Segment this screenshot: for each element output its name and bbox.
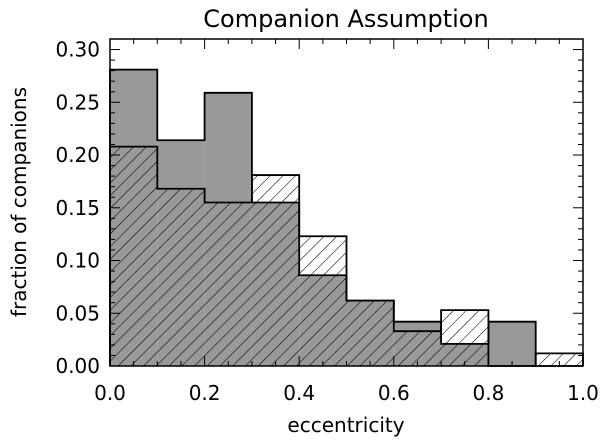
bar-series2-bin-6 bbox=[346, 300, 394, 366]
y-tick-label: 0.25 bbox=[55, 90, 100, 114]
y-tick-label: 0.20 bbox=[55, 143, 100, 167]
bar-series2-bin-3 bbox=[204, 202, 252, 366]
x-tick-label: 0.2 bbox=[189, 381, 221, 405]
bar-series2-bin-5 bbox=[299, 236, 347, 366]
ticks-layer: 0.0 0.2 0.4 0.6 0.8 1.0 0.00 0.05 0.10 0.15 0.20 0.… bbox=[55, 38, 598, 405]
y-axis-title: fraction of companions bbox=[7, 87, 31, 317]
bar-series1-bin-9 bbox=[488, 321, 536, 366]
x-tick-label: 0.0 bbox=[94, 381, 126, 405]
bar-series2-bin-1 bbox=[110, 146, 158, 366]
chart-title: Companion Assumption bbox=[203, 5, 488, 33]
bars-layer bbox=[109, 68, 584, 367]
x-tick-label: 0.4 bbox=[283, 381, 315, 405]
x-tick-label: 0.8 bbox=[472, 381, 504, 405]
x-axis-title: eccentricity bbox=[287, 413, 404, 437]
y-tick-label: 0.30 bbox=[55, 38, 100, 62]
bar-series2-bin-4 bbox=[251, 175, 300, 366]
y-tick-label: 0.05 bbox=[55, 301, 100, 325]
bar-series2-bin-8 bbox=[441, 310, 489, 366]
y-tick-label: 0.15 bbox=[55, 196, 100, 220]
y-tick-label: 0.10 bbox=[55, 249, 100, 273]
y-tick-label: 0.00 bbox=[55, 354, 100, 378]
x-tick-label: 0.6 bbox=[378, 381, 410, 405]
bar-series2-bin-10 bbox=[535, 353, 583, 366]
bar-series2-bin-2 bbox=[157, 188, 205, 366]
bar-series2-bin-7 bbox=[393, 331, 442, 366]
x-tick-label: 1.0 bbox=[567, 381, 599, 405]
